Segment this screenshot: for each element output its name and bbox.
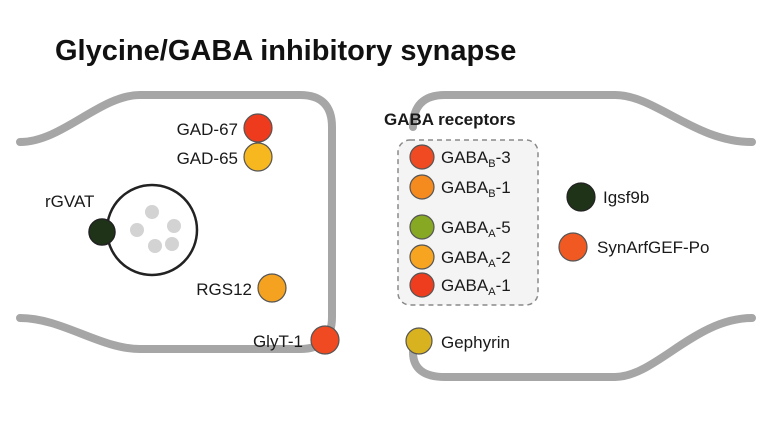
- gephyrin-label: Gephyrin: [441, 333, 510, 352]
- synaptic-vesicle: [105, 183, 199, 277]
- receptor-gabaa-5: GABAA-5: [409, 214, 511, 240]
- glyt-1-label: GlyT-1: [253, 332, 303, 351]
- rgs12-marker: [257, 273, 287, 303]
- gad-67-marker: [243, 113, 273, 143]
- glyt-1-marker: [310, 325, 340, 355]
- synarfgef-po-label: SynArfGEF-Po: [597, 238, 709, 257]
- gephyrin-marker: [405, 327, 433, 355]
- receptor-gabaa-1-label: GABAA-1: [441, 276, 511, 298]
- receptor-gabaa-2-label: GABAA-2: [441, 248, 511, 270]
- diagram-title: Glycine/GABA inhibitory synapse: [55, 35, 516, 67]
- receptor-gabaa-1: GABAA-1: [409, 272, 511, 298]
- presynaptic-membrane: [16, 91, 336, 353]
- receptor-gabaa-5-label: GABAA-5: [441, 218, 511, 240]
- receptor-gabab-1: GABAB-1: [409, 174, 511, 200]
- postsynaptic-membrane: [409, 91, 756, 146]
- gaba-receptors-heading: GABA receptors: [384, 110, 516, 129]
- postsynaptic-membrane-lower: [409, 314, 756, 381]
- rgvat-marker: [88, 218, 116, 246]
- gad-65-marker: [243, 142, 273, 172]
- receptor-gabab-3: GABAB-3: [409, 144, 511, 170]
- receptor-gabab-1-label: GABAB-1: [441, 178, 511, 200]
- synarfgef-po-marker: [558, 232, 588, 262]
- gad-65-label: GAD-65: [177, 149, 238, 168]
- receptor-gabab-3-label: GABAB-3: [441, 148, 511, 170]
- rgvat-label: rGVAT: [45, 192, 94, 211]
- receptor-gabaa-2: GABAA-2: [409, 244, 511, 270]
- igsf9b-label: Igsf9b: [603, 188, 649, 207]
- gad-67-label: GAD-67: [177, 120, 238, 139]
- igsf9b-marker: [566, 182, 596, 212]
- vesicle-contents: [130, 205, 181, 253]
- rgs12-label: RGS12: [196, 280, 252, 299]
